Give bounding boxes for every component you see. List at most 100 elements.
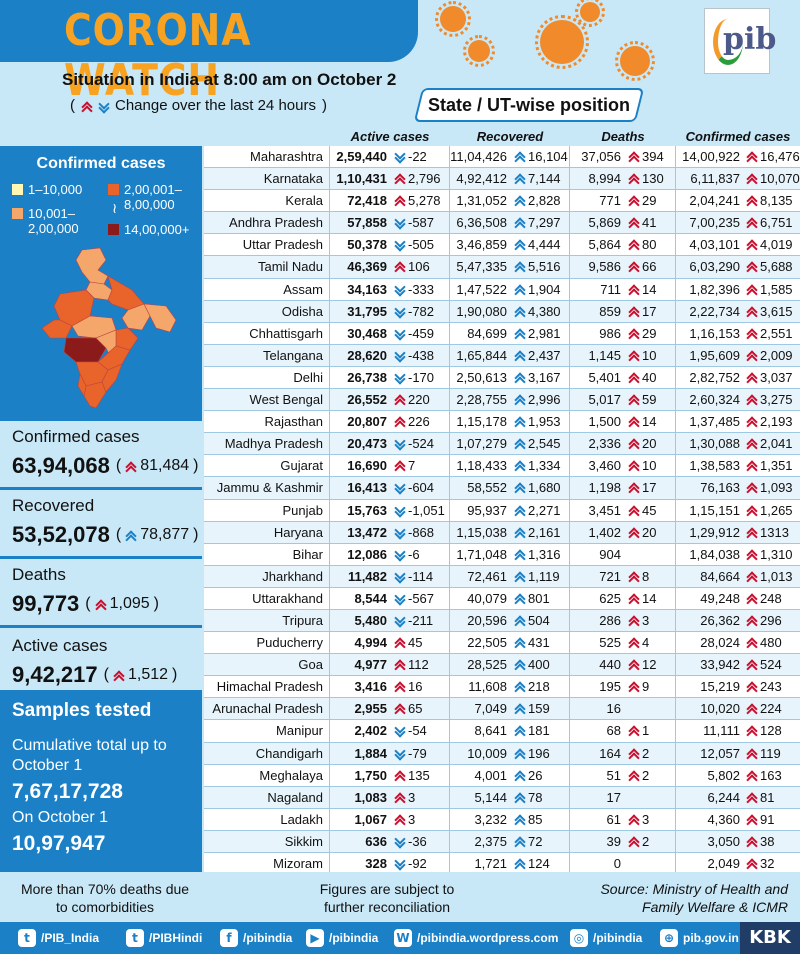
deaths-change: 10 (642, 458, 657, 474)
state-name: West Bengal (204, 389, 330, 411)
active-cell: 50,378 -505 (330, 234, 450, 256)
recovered-change: 7,297 (528, 215, 561, 231)
recovered-value: 28,525 (467, 657, 507, 673)
increase-arrow-icon (746, 394, 757, 405)
deaths-cell: 771 29 (570, 190, 676, 212)
increase-arrow-icon (628, 527, 639, 538)
confirmed-cell: 2,22,734 3,615 (676, 301, 800, 322)
recovered-cell: 3,46,859 4,444 (450, 234, 570, 256)
decrease-arrow-icon (394, 482, 405, 493)
increase-arrow-icon (394, 416, 405, 427)
increase-arrow-icon (746, 681, 757, 692)
active-cell: 12,086 -6 (330, 543, 450, 565)
header: CORONA WATCH pib Situation in India at 8… (0, 0, 800, 126)
social-link[interactable]: t/PIBHindi (126, 929, 202, 947)
samples-cumulative-label: Cumulative total up to October 1 (12, 737, 167, 774)
social-link[interactable]: ⊕ pib.gov.in (660, 929, 739, 947)
table-row: Odisha 31,795 -782 1,90,080 4,380 859 17 2,22,7… (204, 300, 800, 323)
increase-arrow-icon (746, 615, 757, 626)
confirmed-cell: 7,00,235 6,751 (676, 212, 800, 233)
recovered-cell: 72,461 1,119 (450, 565, 570, 587)
legend-item: 14,00,000+ (108, 222, 189, 237)
active-cell: 2,955 65 (330, 698, 450, 720)
deaths-change: 394 (642, 149, 664, 164)
deaths-value: 986 (599, 325, 621, 341)
active-change: -170 (408, 369, 435, 385)
confirmed-cell: 33,942 524 (676, 654, 800, 675)
table-row: Chhattisgarh 30,468 -459 84,699 2,981 986 29 1,… (204, 322, 800, 345)
active-change: -92 (408, 856, 427, 871)
decrease-arrow-icon (394, 350, 405, 361)
active-change: -587 (408, 215, 435, 231)
increase-arrow-icon (746, 571, 757, 582)
confirmed-value: 84,664 (700, 568, 740, 584)
recovered-change: 1,953 (528, 414, 561, 430)
state-name: Mizoram (204, 853, 330, 875)
increase-arrow-icon (746, 482, 757, 493)
deaths-value: 16 (606, 701, 621, 717)
active-value: 28,620 (347, 347, 387, 363)
recovered-value-row: 53,52,078 (78,877) (12, 522, 199, 547)
increase-arrow-icon (514, 438, 525, 449)
deaths-change: 29 (642, 325, 657, 341)
recovered-change: 2,271 (528, 502, 561, 518)
social-handle: /PIB_India (41, 931, 100, 945)
deaths-cell: 61 3 (570, 808, 676, 830)
active-value: 57,858 (347, 215, 387, 231)
increase-arrow-icon (514, 858, 525, 869)
social-link[interactable]: ▶ /pibindia (306, 929, 378, 947)
recovered-value: 3,46,859 (456, 237, 507, 253)
deaths-change: 45 (642, 502, 657, 518)
increase-arrow-icon (628, 637, 639, 648)
active-cell: 20,807 226 (330, 411, 450, 433)
active-value: 1,884 (354, 745, 387, 761)
active-cell: 16,690 7 (330, 455, 450, 477)
active-value: 46,369 (347, 259, 387, 275)
recovered-change: 504 (528, 612, 550, 628)
active-change: 16 (408, 679, 423, 695)
confirmed-cell: 3,050 38 (676, 831, 800, 852)
increase-arrow-icon (628, 261, 639, 272)
confirmed-map-panel: Confirmed cases 1–10,000 10,001– 2,00,00… (0, 146, 202, 418)
active-value: 3,416 (354, 679, 387, 695)
increase-arrow-icon (514, 505, 525, 516)
active-cell: 1,884 -79 (330, 742, 450, 764)
social-link[interactable]: W/pibindia.wordpress.com (394, 929, 558, 947)
confirmed-cell: 1,82,396 1,585 (676, 279, 800, 300)
confirmed-value: 1,29,912 (689, 524, 740, 540)
deaths-cell: 859 17 (570, 300, 676, 322)
confirmed-change: 91 (760, 811, 775, 827)
confirmed-cell: 14,00,922 16,476 (676, 146, 800, 167)
recovered-cell: 2,28,755 2,996 (450, 389, 570, 411)
social-handle: /pibindia (593, 931, 643, 945)
state-name: Maharashtra (204, 146, 330, 168)
active-value: 13,472 (347, 524, 387, 540)
legend-swatch (12, 184, 23, 195)
active-change: 7 (408, 458, 416, 474)
decrease-arrow-icon (394, 748, 405, 759)
twitter-icon: t (126, 929, 144, 947)
comorbidity-note: More than 70% deaths due to comorbiditie… (20, 881, 190, 915)
state-name: Odisha (204, 300, 330, 322)
active-cell: 26,738 -170 (330, 366, 450, 389)
increase-arrow-icon (514, 549, 525, 560)
deaths-label: Deaths (12, 565, 66, 584)
confirmed-change: 10,070 (760, 171, 800, 187)
state-name: Arunachal Pradesh (204, 698, 330, 720)
social-link[interactable]: t/PIB_India (18, 929, 99, 947)
active-value-row: 9,42,217 (1,512) (12, 662, 178, 687)
state-name: Karnataka (204, 168, 330, 190)
increase-arrow-icon (746, 770, 757, 781)
increase-arrow-icon (514, 482, 525, 493)
increase-arrow-icon (514, 261, 525, 272)
active-change: -79 (408, 745, 427, 761)
confirmed-value: 5,802 (707, 767, 740, 783)
increase-arrow-icon (746, 527, 757, 538)
deaths-value: 625 (599, 590, 621, 606)
increase-arrow-icon (113, 670, 124, 681)
samples-day-label: On October 1 (12, 809, 109, 826)
social-link[interactable]: ◎ /pibindia (570, 929, 642, 947)
social-link[interactable]: f/pibindia (220, 929, 292, 947)
active-summary: Active cases 9,42,217 (1,512) (0, 628, 202, 690)
increase-arrow-icon (394, 792, 405, 803)
